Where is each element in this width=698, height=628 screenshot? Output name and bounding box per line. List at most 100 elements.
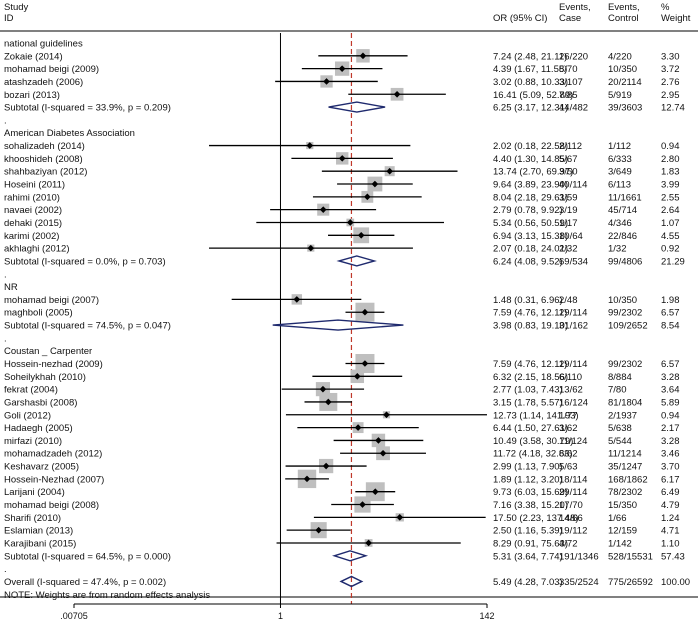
row-label: American Diabetes Association bbox=[4, 128, 135, 139]
events-control-value: 5/638 bbox=[608, 423, 632, 434]
row-label: mohamad beigi (2009) bbox=[4, 64, 99, 75]
events-case-value: 5/67 bbox=[559, 154, 578, 165]
events-control-value: 11/1214 bbox=[608, 449, 642, 460]
weight-value: 6.57 bbox=[661, 308, 680, 319]
point-estimate bbox=[379, 449, 387, 457]
events-control-value: 4/346 bbox=[608, 218, 632, 229]
events-case-value: 26/220 bbox=[559, 51, 588, 62]
forest-row: mohamadzadeh (2012) 11.72 (4.18, 32.83)6/… bbox=[4, 446, 680, 461]
weight-value: 4.71 bbox=[661, 526, 680, 537]
forest-row: Sharifi (2010) 17.50 (2.23, 137.48)14/66 1… bbox=[4, 513, 680, 524]
point-estimate bbox=[386, 167, 393, 175]
events-case-value: 6/110 bbox=[559, 372, 582, 383]
point-estimate bbox=[371, 180, 379, 188]
or-ci-value: 2.77 (1.03, 7.43) bbox=[493, 385, 563, 396]
forest-row: Soheilykhah (2010) 6.32 (2.15, 18.56)6/11… bbox=[4, 369, 680, 384]
forest-row: fekrat (2004) 2.77 (1.03, 7.43)13/62 7/80 3… bbox=[4, 382, 680, 397]
events-control-value: 12/159 bbox=[608, 526, 637, 537]
forest-row: Goli (2012) 12.73 (1.14, 141.93)1/77 2/193… bbox=[4, 410, 680, 421]
point-estimate bbox=[383, 411, 390, 419]
events-control-value: 78/2302 bbox=[608, 487, 642, 498]
weight-value: 12.74 bbox=[661, 103, 685, 114]
events-control-value: 99/4806 bbox=[608, 256, 642, 267]
row-label: Eslamian (2013) bbox=[4, 526, 73, 537]
point-estimate bbox=[359, 52, 367, 60]
weight-value: 3.64 bbox=[661, 385, 680, 396]
events-case-value: 6/62 bbox=[559, 449, 578, 460]
point-estimate bbox=[354, 373, 361, 380]
point-estimate bbox=[293, 296, 301, 303]
weight-value: 1.07 bbox=[661, 218, 680, 229]
events-control-value: 22/846 bbox=[608, 231, 637, 242]
header-events-control: Events, bbox=[608, 2, 640, 13]
events-control-value: 6/113 bbox=[608, 180, 631, 191]
weight-value: 2.17 bbox=[661, 423, 680, 434]
events-control-value: 5/544 bbox=[608, 436, 632, 447]
row-label: NR bbox=[4, 282, 18, 293]
or-ci-value: 5.31 (3.64, 7.74) bbox=[493, 551, 563, 562]
weight-value: 1.83 bbox=[661, 167, 680, 178]
row-label: mohamad beigi (2007) bbox=[4, 295, 99, 306]
forest-row: Hossein-nezhad (2009) 7.59 (4.76, 12.11)2… bbox=[4, 354, 680, 373]
row-label: navaei (2002) bbox=[4, 205, 62, 216]
or-ci-value: 3.02 (0.88, 10.33) bbox=[493, 77, 568, 88]
subtotal-diamond bbox=[272, 319, 404, 331]
header-id: ID bbox=[4, 13, 14, 24]
row-label: rahimi (2010) bbox=[4, 192, 60, 203]
weight-value: 2.95 bbox=[661, 90, 680, 101]
forest-row: Hadaegh (2005) 6.44 (1.50, 27.61)3/62 5/63… bbox=[4, 422, 680, 434]
point-estimate bbox=[323, 78, 330, 85]
row-label: akhlaghi (2012) bbox=[4, 244, 70, 255]
events-control-value: 10/350 bbox=[608, 64, 637, 75]
weight-value: 0.92 bbox=[661, 244, 680, 255]
events-case-value: 40/114 bbox=[559, 180, 587, 191]
weight-value: 6.49 bbox=[661, 487, 680, 498]
point-estimate bbox=[307, 244, 315, 252]
weight-value: 3.99 bbox=[661, 180, 680, 191]
row-label: fekrat (2004) bbox=[4, 385, 58, 396]
forest-row: American Diabetes Association bbox=[4, 128, 135, 139]
or-ci-value: 6.32 (2.15, 18.56) bbox=[493, 372, 568, 383]
events-case-value: 29/114 bbox=[559, 359, 587, 370]
events-control-value: 15/350 bbox=[608, 500, 637, 511]
point-estimate bbox=[354, 424, 362, 431]
or-ci-value: 13.74 (2.70, 69.97) bbox=[493, 167, 573, 178]
or-ci-value: 7.59 (4.76, 12.11) bbox=[493, 308, 567, 319]
or-ci-value: 1.89 (1.12, 3.20) bbox=[493, 474, 563, 485]
row-label: Soheilykhah (2010) bbox=[4, 372, 86, 383]
weight-value: 1.10 bbox=[661, 538, 680, 549]
events-case-value: 13/62 bbox=[559, 385, 583, 396]
forest-row: Subtotal (I-squared = 74.5%, p = 0.047) 3… bbox=[4, 319, 680, 332]
events-control-value: 5/919 bbox=[608, 90, 632, 101]
row-label: . bbox=[4, 564, 7, 575]
or-ci-value: 6.44 (1.50, 27.61) bbox=[493, 423, 568, 434]
row-label: national guidelines bbox=[4, 39, 83, 50]
point-estimate bbox=[375, 437, 382, 444]
or-ci-value: 2.99 (1.13, 7.90) bbox=[493, 462, 563, 473]
forest-row: Keshavarz (2005) 2.99 (1.13, 7.90)5/63 35/… bbox=[4, 458, 680, 474]
weight-value: 0.94 bbox=[661, 410, 680, 421]
forest-row: navaei (2002) 2.79 (0.78, 9.92)3/19 45/714… bbox=[4, 203, 680, 216]
forest-row: Subtotal (I-squared = 0.0%, p = 0.703) 6.… bbox=[4, 255, 685, 267]
events-control-value: 1/112 bbox=[608, 141, 631, 152]
events-case-value: 3/50 bbox=[559, 167, 578, 178]
row-label: Keshavarz (2005) bbox=[4, 462, 79, 473]
row-label: karimi (2002) bbox=[4, 231, 59, 242]
forest-row: Hoseini (2011) 9.64 (3.89, 23.90)40/114 6/… bbox=[4, 176, 680, 192]
weight-value: 0.94 bbox=[661, 141, 680, 152]
events-case-value: 29/114 bbox=[559, 487, 587, 498]
row-label: mohamad beigi (2008) bbox=[4, 500, 99, 511]
events-control-value: 109/2652 bbox=[608, 321, 648, 332]
events-case-value: 2/112 bbox=[559, 141, 582, 152]
events-case-value: 31/162 bbox=[559, 321, 588, 332]
events-control-value: 20/2114 bbox=[608, 77, 642, 88]
events-case-value: 10/64 bbox=[559, 231, 583, 242]
weight-value: 1.98 bbox=[661, 295, 680, 306]
row-label: Overall (I-squared = 47.4%, p = 0.002) bbox=[4, 577, 166, 588]
point-estimate bbox=[361, 360, 369, 367]
forest-row: shahbaziyan (2012) 13.74 (2.70, 69.97)3/5… bbox=[4, 166, 680, 178]
row-label: Subtotal (I-squared = 33.9%, p = 0.209) bbox=[4, 103, 171, 114]
or-ci-value: 6.24 (4.08, 9.52) bbox=[493, 256, 563, 267]
forest-row: dehaki (2015) 5.34 (0.56, 50.59)1/17 4/346… bbox=[4, 218, 680, 229]
